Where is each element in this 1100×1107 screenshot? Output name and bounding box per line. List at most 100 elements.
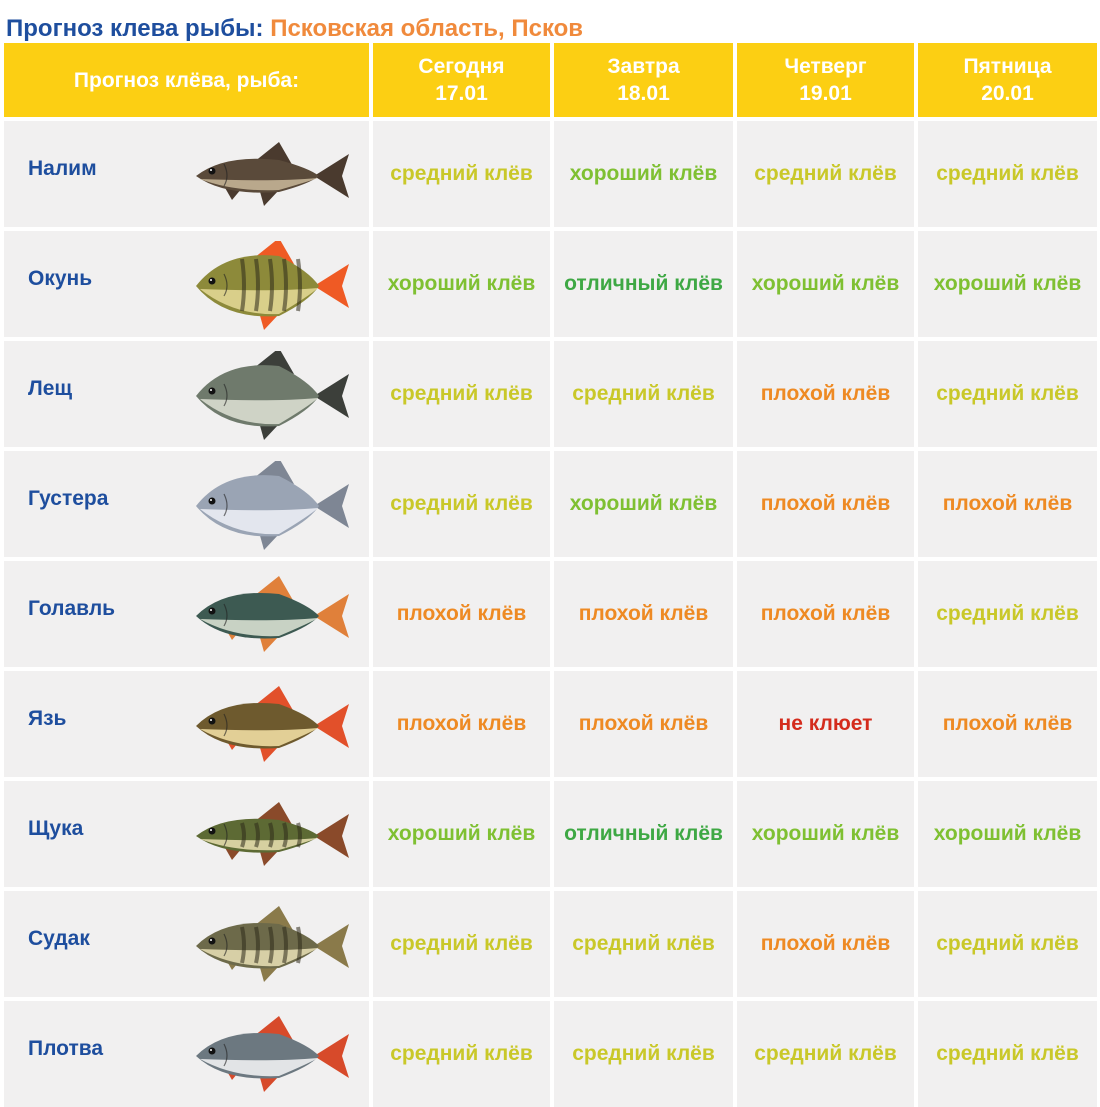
forecast-cell: хороший клёв [373,231,550,337]
forecast-text: плохой клёв [578,602,709,625]
forecast-cell: плохой клёв [737,891,914,997]
perch-icon [184,238,354,331]
forecast-text: средний клёв [390,932,533,955]
forecast-text: хороший клёв [387,272,536,295]
forecast-cell: отличный клёв [554,231,733,337]
fish-cell: Судак [4,891,369,997]
forecast-cell: плохой клёв [737,341,914,447]
bream-icon [184,348,354,441]
header-day-date: 20.01 [981,82,1034,105]
forecast-cell: хороший клёв [918,781,1097,887]
fish-name: Густера [28,487,109,510]
forecast-text: плохой клёв [760,492,891,515]
forecast-text: средний клёв [936,382,1079,405]
title-main: Прогноз клева рыбы: [6,15,264,42]
header-day-name: Четверг [784,55,867,78]
forecast-text: плохой клёв [578,712,709,735]
forecast-cell: средний клёв [918,891,1097,997]
forecast-text: хороший клёв [751,822,900,845]
page-title: Прогноз клева рыбы: Псковская область, П… [6,15,583,43]
forecast-cell: средний клёв [918,121,1097,227]
forecast-cell: плохой клёв [918,451,1097,557]
forecast-cell: средний клёв [737,1001,914,1107]
forecast-cell: средний клёв [554,1001,733,1107]
forecast-cell: хороший клёв [554,121,733,227]
fish-cell: Плотва [4,1001,369,1107]
forecast-text: хороший клёв [933,822,1082,845]
forecast-table: Прогноз клёва, рыба: Сегодня 17.01 Завтра… [0,43,1100,1107]
header-label: Прогноз клёва, рыба: [73,68,300,92]
fish-cell: Налим [4,121,369,227]
forecast-cell: средний клёв [737,121,914,227]
header-day-tomorrow: Завтра 18.01 [554,43,733,117]
burbot-icon [184,131,354,221]
fish-name: Судак [28,927,90,950]
forecast-text: средний клёв [390,492,533,515]
header-day-thursday: Четверг 19.01 [737,43,914,117]
forecast-cell: плохой клёв [373,671,550,777]
fish-name: Язь [28,707,67,730]
forecast-cell: средний клёв [373,451,550,557]
forecast-text: не клюет [778,712,873,735]
forecast-text: хороший клёв [751,272,900,295]
forecast-cell: плохой клёв [554,561,733,667]
forecast-text: плохой клёв [942,712,1073,735]
forecast-cell: хороший клёв [554,451,733,557]
forecast-cell: хороший клёв [918,231,1097,337]
forecast-text: хороший клёв [569,492,718,515]
forecast-cell: средний клёв [373,341,550,447]
fish-name: Голавль [28,597,116,620]
header-day-name: Сегодня [418,55,505,78]
forecast-cell: средний клёв [918,561,1097,667]
ide-icon [184,681,354,771]
header-day-name: Пятница [963,55,1052,78]
header-day-name: Завтра [607,55,680,78]
fish-name: Налим [28,157,97,180]
roach-icon [184,1011,354,1101]
header-day-date: 17.01 [435,82,488,105]
fish-name: Плотва [28,1037,104,1060]
forecast-cell: хороший клёв [737,781,914,887]
pike-icon [184,791,354,881]
forecast-cell: хороший клёв [737,231,914,337]
forecast-text: плохой клёв [396,602,527,625]
forecast-text: средний клёв [390,382,533,405]
forecast-text: средний клёв [936,602,1079,625]
header-day-today: Сегодня 17.01 [373,43,550,117]
header-label-cell: Прогноз клёва, рыба: [4,43,369,117]
fish-name: Лещ [28,377,73,400]
forecast-cell: плохой клёв [373,561,550,667]
fish-cell: Окунь [4,231,369,337]
forecast-text: средний клёв [936,932,1079,955]
forecast-text: плохой клёв [760,382,891,405]
fish-name: Щука [28,817,84,840]
fish-cell: Язь [4,671,369,777]
forecast-text: средний клёв [390,162,533,185]
header-day-friday: Пятница 20.01 [918,43,1097,117]
forecast-text: плохой клёв [942,492,1073,515]
forecast-cell: средний клёв [373,121,550,227]
forecast-cell: средний клёв [373,891,550,997]
fish-cell: Голавль [4,561,369,667]
forecast-text: средний клёв [754,162,897,185]
forecast-text: плохой клёв [760,602,891,625]
forecast-cell: хороший клёв [373,781,550,887]
forecast-text: плохой клёв [760,932,891,955]
forecast-text: средний клёв [390,1042,533,1065]
forecast-text: хороший клёв [933,272,1082,295]
forecast-text: средний клёв [936,162,1079,185]
forecast-text: хороший клёв [387,822,536,845]
forecast-cell: средний клёв [554,341,733,447]
forecast-cell: плохой клёв [918,671,1097,777]
header-day-date: 18.01 [617,82,670,105]
forecast-cell: средний клёв [918,1001,1097,1107]
zander-icon [184,901,354,991]
title-region: Псковская область, Псков [270,15,584,42]
forecast-text: плохой клёв [396,712,527,735]
fish-cell: Щука [4,781,369,887]
forecast-cell: средний клёв [373,1001,550,1107]
chub-icon [184,571,354,661]
forecast-text: отличный клёв [564,272,723,295]
forecast-cell: отличный клёв [554,781,733,887]
fish-name: Окунь [28,267,93,290]
